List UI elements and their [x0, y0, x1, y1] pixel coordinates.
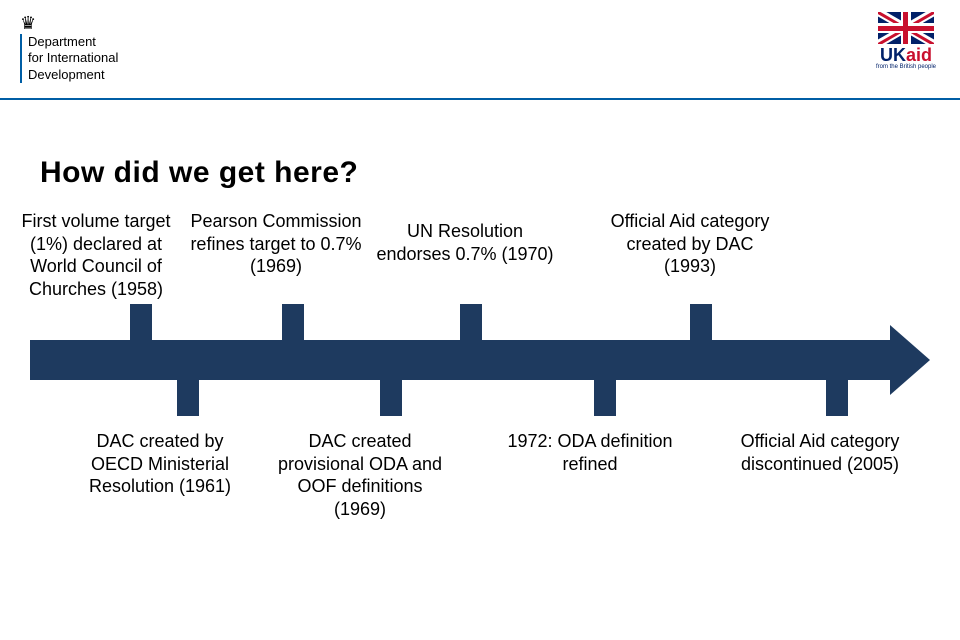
timeline-arrowhead-icon	[890, 325, 930, 395]
timeline-event-label: Pearson Commission refines target to 0.7…	[186, 210, 366, 278]
timeline-tick	[380, 380, 402, 416]
ukaid-uk: UK	[880, 45, 906, 65]
timeline-tick	[130, 304, 152, 340]
timeline-event-label: DAC created provisional ODA and OOF defi…	[270, 430, 450, 520]
page-header: ♛ Department for International Developme…	[0, 0, 960, 100]
timeline-event-label: UN Resolution endorses 0.7% (1970)	[375, 220, 555, 265]
dept-line: Department	[28, 34, 118, 50]
timeline-event-label: Official Aid category discontinued (2005…	[730, 430, 910, 475]
timeline-tick	[826, 380, 848, 416]
timeline-tick	[594, 380, 616, 416]
dept-line: Development	[28, 67, 118, 83]
ukaid-logo: UKaid from the British people	[876, 12, 936, 70]
timeline-bar	[30, 340, 890, 380]
timeline-event-label: Official Aid category created by DAC (19…	[600, 210, 780, 278]
department-name: Department for International Development	[20, 34, 118, 83]
dept-line: for International	[28, 50, 118, 66]
slide-title: How did we get here?	[40, 156, 358, 190]
timeline-event-label: 1972: ODA definition refined	[500, 430, 680, 475]
dfid-logo: ♛ Department for International Developme…	[20, 14, 118, 83]
ukaid-text: UKaid	[876, 46, 936, 64]
timeline-event-label: DAC created by OECD Ministerial Resoluti…	[70, 430, 250, 498]
timeline-event-label: First volume target (1%) declared at Wor…	[6, 210, 186, 300]
timeline-tick	[282, 304, 304, 340]
ukaid-aid: aid	[906, 45, 932, 65]
timeline-tick	[690, 304, 712, 340]
timeline-tick	[460, 304, 482, 340]
ukaid-subtitle: from the British people	[876, 64, 936, 70]
union-jack-icon	[878, 12, 934, 44]
timeline-tick	[177, 380, 199, 416]
crown-icon: ♛	[20, 14, 118, 32]
timeline	[30, 340, 930, 380]
